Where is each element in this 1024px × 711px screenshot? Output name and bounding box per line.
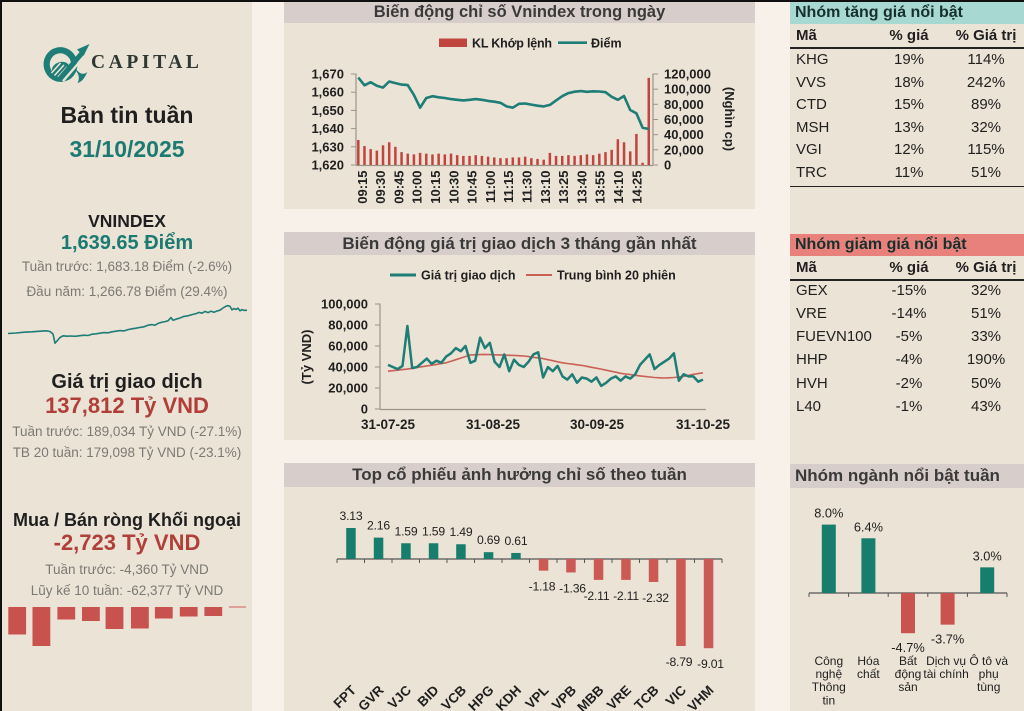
svg-text:31-10-25: 31-10-25 xyxy=(676,417,731,432)
svg-text:60,000: 60,000 xyxy=(664,112,704,127)
svg-text:8.0%: 8.0% xyxy=(814,506,843,521)
svg-text:tùng: tùng xyxy=(977,680,1000,694)
svg-text:1,650: 1,650 xyxy=(311,103,344,118)
svg-text:10:30: 10:30 xyxy=(446,171,461,204)
svg-text:Điểm: Điểm xyxy=(591,36,622,50)
svg-text:6.4%: 6.4% xyxy=(854,519,883,534)
svg-text:1.59: 1.59 xyxy=(422,524,445,538)
svg-text:Ô tô và: Ô tô và xyxy=(969,653,1008,668)
svg-text:VHM: VHM xyxy=(685,683,717,711)
svg-text:0.69: 0.69 xyxy=(477,533,500,547)
svg-text:13:25: 13:25 xyxy=(556,171,571,204)
svg-text:(Nghìn cp): (Nghìn cp) xyxy=(722,87,737,151)
svg-text:-8.79: -8.79 xyxy=(666,655,693,669)
svg-text:HPG: HPG xyxy=(465,683,496,711)
svg-text:động: động xyxy=(895,667,922,681)
svg-text:VRE: VRE xyxy=(604,683,634,711)
svg-text:-1.18: -1.18 xyxy=(529,580,556,594)
svg-text:14:25: 14:25 xyxy=(629,171,644,204)
svg-text:40,000: 40,000 xyxy=(328,360,368,375)
svg-text:Giá trị giao dịch: Giá trị giao dịch xyxy=(421,269,515,283)
svg-text:KL Khớp lệnh: KL Khớp lệnh xyxy=(472,36,552,50)
svg-text:VPL: VPL xyxy=(522,683,551,711)
svg-text:VPB: VPB xyxy=(549,682,579,711)
svg-text:-3.7%: -3.7% xyxy=(931,632,964,647)
svg-text:VJC: VJC xyxy=(385,682,414,711)
svg-text:100,000: 100,000 xyxy=(664,82,711,97)
svg-text:09:30: 09:30 xyxy=(373,171,388,204)
svg-text:3.13: 3.13 xyxy=(340,509,363,523)
svg-text:1,620: 1,620 xyxy=(311,158,344,173)
svg-text:BID: BID xyxy=(415,682,442,709)
svg-text:-2.11: -2.11 xyxy=(584,589,610,603)
svg-text:Dịch vụ: Dịch vụ xyxy=(926,654,966,668)
svg-text:13:10: 13:10 xyxy=(538,171,553,204)
svg-text:20,000: 20,000 xyxy=(328,381,368,396)
svg-text:1,670: 1,670 xyxy=(311,67,344,82)
svg-text:11:15: 11:15 xyxy=(501,171,516,204)
svg-text:-2.11: -2.11 xyxy=(613,589,639,603)
svg-text:-4.7%: -4.7% xyxy=(891,640,924,655)
svg-text:sản: sản xyxy=(898,680,917,694)
svg-text:VCB: VCB xyxy=(438,682,469,711)
svg-text:(Tỷ VND): (Tỷ VND) xyxy=(299,330,314,385)
svg-text:1,660: 1,660 xyxy=(311,85,344,100)
svg-text:Trung bình 20 phiên: Trung bình 20 phiên xyxy=(557,269,676,283)
svg-text:80,000: 80,000 xyxy=(664,97,704,112)
svg-text:1,630: 1,630 xyxy=(311,139,344,154)
svg-text:100,000: 100,000 xyxy=(321,297,368,312)
svg-text:40,000: 40,000 xyxy=(664,127,704,142)
svg-text:phụ: phụ xyxy=(979,667,999,681)
svg-text:09:15: 09:15 xyxy=(355,171,370,204)
svg-text:nghệ: nghệ xyxy=(815,667,842,681)
svg-text:0.61: 0.61 xyxy=(505,534,528,548)
svg-text:14:10: 14:10 xyxy=(611,171,626,204)
svg-text:0: 0 xyxy=(361,402,368,417)
svg-text:1.49: 1.49 xyxy=(450,525,473,539)
svg-text:Hóa: Hóa xyxy=(857,654,879,668)
svg-text:tài chính: tài chính xyxy=(923,667,968,681)
svg-text:10:15: 10:15 xyxy=(428,171,443,204)
svg-text:30-09-25: 30-09-25 xyxy=(570,417,625,432)
svg-text:-2.32: -2.32 xyxy=(642,591,669,605)
svg-text:KDH: KDH xyxy=(493,683,524,711)
svg-text:Công: Công xyxy=(814,654,843,668)
svg-text:20,000: 20,000 xyxy=(664,142,704,157)
svg-text:31-07-25: 31-07-25 xyxy=(361,417,416,432)
svg-text:-1.36: -1.36 xyxy=(559,582,586,596)
svg-text:tin: tin xyxy=(822,693,835,707)
svg-text:09:45: 09:45 xyxy=(391,171,406,204)
svg-text:2.16: 2.16 xyxy=(367,519,390,533)
svg-text:13:40: 13:40 xyxy=(574,171,589,204)
svg-text:TCB: TCB xyxy=(631,682,661,711)
svg-text:1.59: 1.59 xyxy=(395,524,418,538)
svg-text:3.0%: 3.0% xyxy=(973,548,1002,563)
svg-text:chất: chất xyxy=(857,667,880,681)
svg-text:GVR: GVR xyxy=(355,682,386,711)
svg-text:11:00: 11:00 xyxy=(483,171,498,204)
svg-text:11:30: 11:30 xyxy=(520,171,535,204)
svg-text:60,000: 60,000 xyxy=(328,339,368,354)
svg-text:FPT: FPT xyxy=(330,682,359,711)
svg-text:MBB: MBB xyxy=(574,682,607,711)
svg-text:Thông: Thông xyxy=(812,680,846,694)
svg-text:13:55: 13:55 xyxy=(593,171,608,204)
svg-text:31-08-25: 31-08-25 xyxy=(466,417,521,432)
svg-text:10:45: 10:45 xyxy=(465,171,480,204)
svg-text:Bất: Bất xyxy=(899,654,918,668)
svg-text:-9.01: -9.01 xyxy=(697,657,724,671)
svg-text:1,640: 1,640 xyxy=(311,121,344,136)
svg-text:0: 0 xyxy=(664,158,671,173)
svg-text:120,000: 120,000 xyxy=(664,67,711,82)
svg-text:10:00: 10:00 xyxy=(410,171,425,204)
svg-text:80,000: 80,000 xyxy=(328,318,368,333)
